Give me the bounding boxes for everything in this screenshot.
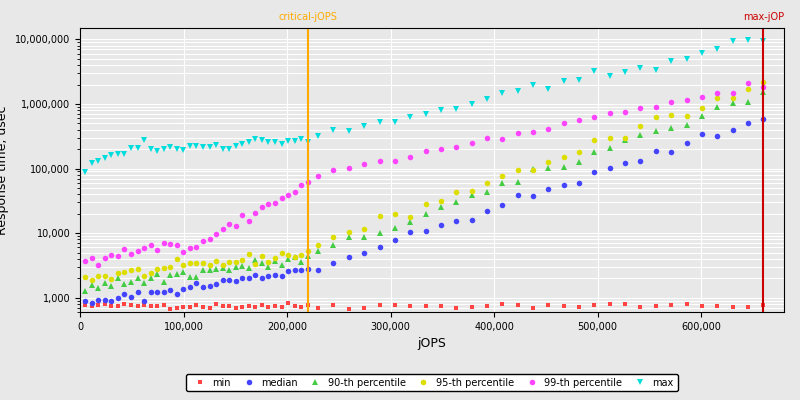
max (80, 170, 90, 174)
99-th percentile (185, 246, 194, 251)
90-th percentile (758, 90, 768, 94)
Line: 90-th percentile: 90-th percentile (82, 89, 766, 294)
95-th percentile (636, 123, 646, 128)
95-th percentile (303, 248, 313, 253)
90-th percentile (620, 138, 630, 143)
90-th percentile (728, 101, 738, 106)
min (728, 305, 738, 310)
95-th percentile (211, 259, 221, 264)
Text: critical-jOPS: critical-jOPS (278, 12, 338, 22)
95-th percentile (185, 261, 194, 266)
median (264, 273, 274, 278)
min (257, 303, 266, 308)
90-th percentile (257, 261, 266, 266)
median (303, 267, 313, 272)
median (758, 117, 768, 122)
Line: 99-th percentile: 99-th percentile (82, 80, 766, 268)
95-th percentile (80, 275, 90, 280)
median (211, 282, 221, 287)
X-axis label: jOPS: jOPS (418, 337, 446, 350)
99-th percentile (94, 262, 103, 267)
min (205, 305, 214, 310)
99-th percentile (80, 258, 90, 263)
Text: max-jOP: max-jOP (742, 12, 784, 22)
min (283, 301, 293, 306)
min (80, 303, 90, 308)
min (758, 302, 768, 307)
max (743, 38, 753, 43)
99-th percentile (303, 180, 313, 184)
99-th percentile (743, 81, 753, 86)
99-th percentile (211, 232, 221, 236)
99-th percentile (713, 90, 722, 95)
90-th percentile (80, 289, 90, 294)
max (713, 46, 722, 51)
min (178, 304, 188, 309)
99-th percentile (636, 106, 646, 110)
min (651, 304, 661, 308)
max (257, 138, 266, 142)
median (80, 299, 90, 304)
Line: max: max (82, 38, 766, 175)
Y-axis label: Response time, usec: Response time, usec (0, 105, 10, 235)
median (185, 284, 194, 289)
Line: min: min (83, 301, 766, 311)
min (344, 306, 354, 311)
90-th percentile (205, 268, 214, 272)
Line: median: median (82, 117, 766, 306)
max (620, 70, 630, 75)
median (87, 301, 97, 306)
max (178, 147, 188, 152)
min (303, 302, 313, 307)
Legend: min, median, 90-th percentile, 95-th percentile, 99-th percentile, max: min, median, 90-th percentile, 95-th per… (186, 374, 678, 392)
max (758, 39, 768, 44)
median (728, 128, 738, 132)
max (297, 137, 306, 142)
95-th percentile (758, 80, 768, 85)
median (636, 159, 646, 164)
90-th percentile (297, 260, 306, 264)
95-th percentile (87, 278, 97, 282)
99-th percentile (758, 84, 768, 89)
95-th percentile (728, 95, 738, 100)
99-th percentile (264, 202, 274, 207)
90-th percentile (178, 270, 188, 274)
Line: 95-th percentile: 95-th percentile (82, 80, 766, 283)
max (205, 144, 214, 149)
95-th percentile (264, 260, 274, 264)
